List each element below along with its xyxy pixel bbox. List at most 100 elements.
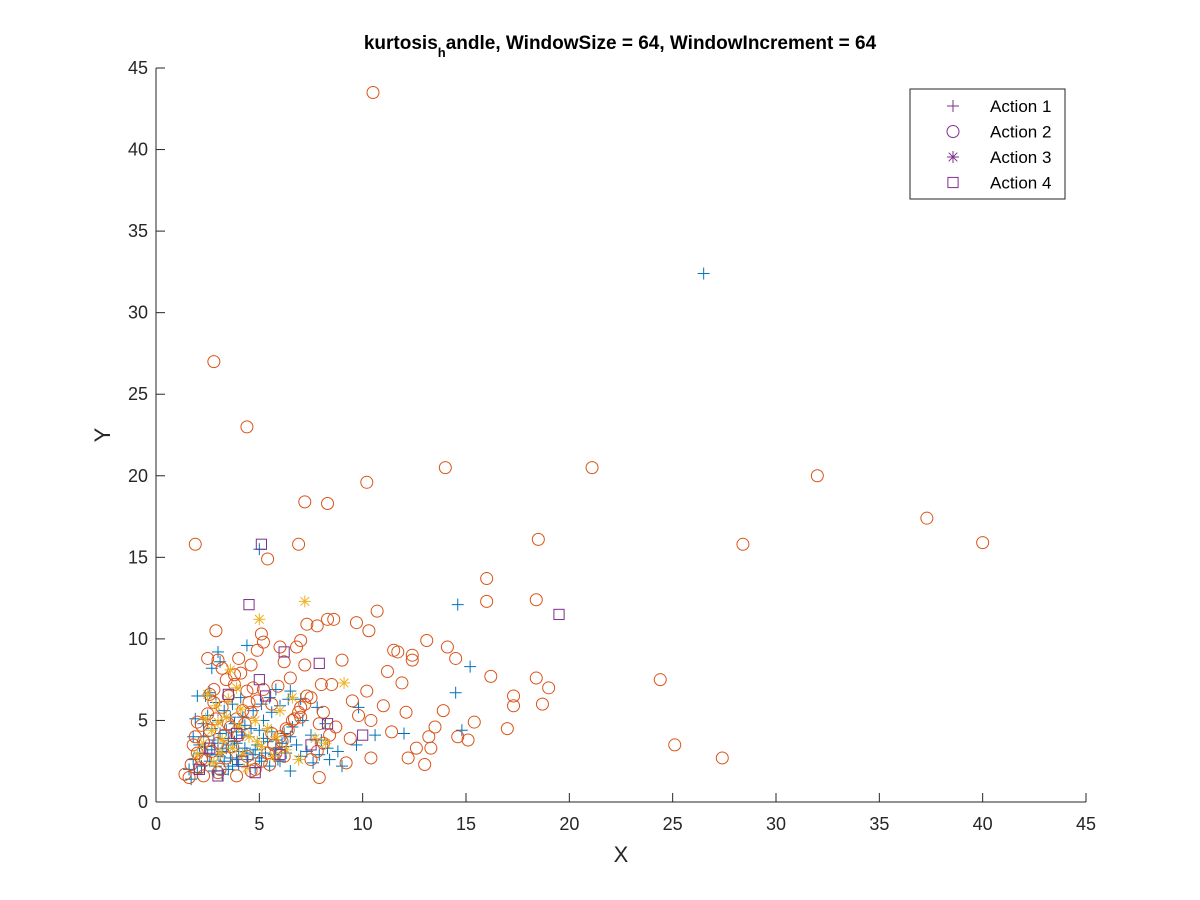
data-point <box>232 651 246 665</box>
data-point <box>920 511 934 525</box>
data-point <box>265 697 279 711</box>
x-tick-label: 20 <box>559 814 579 834</box>
data-point <box>205 724 218 737</box>
data-point <box>217 728 231 742</box>
data-point <box>292 705 306 719</box>
data-point <box>279 722 293 736</box>
data-point <box>507 689 521 703</box>
data-point <box>440 640 454 654</box>
legend-entry-action-2: Action 2 <box>946 123 1051 142</box>
data-point <box>265 706 278 719</box>
data-point <box>242 696 256 710</box>
y-tick-label: 45 <box>128 58 148 78</box>
data-point <box>236 748 249 761</box>
data-point <box>274 749 286 761</box>
data-point <box>244 705 258 719</box>
data-point <box>194 718 208 732</box>
data-point <box>668 738 682 752</box>
data-point <box>436 704 450 718</box>
data-point <box>405 648 419 662</box>
x-tick-label: 30 <box>766 814 786 834</box>
data-point <box>345 694 359 708</box>
legend-label: Action 4 <box>990 174 1051 193</box>
y-tick-label: 5 <box>138 710 148 730</box>
data-point <box>319 737 332 750</box>
data-point <box>401 751 415 765</box>
data-point <box>357 729 369 741</box>
chart-title: kurtosishandle, WindowSize = 64, WindowI… <box>364 33 877 60</box>
data-point <box>449 686 462 699</box>
data-point <box>409 741 423 755</box>
data-point <box>300 617 314 631</box>
data-point <box>178 767 192 781</box>
series-action-4 <box>193 538 565 782</box>
x-tick-label: 35 <box>869 814 889 834</box>
data-point <box>216 734 229 747</box>
data-point <box>237 755 249 767</box>
data-point <box>418 757 432 771</box>
data-point <box>715 751 729 765</box>
data-point <box>212 770 224 782</box>
data-point <box>201 651 215 665</box>
data-point <box>261 722 274 735</box>
data-point <box>507 699 521 713</box>
x-tick-label: 40 <box>973 814 993 834</box>
series-action-3 <box>191 595 351 774</box>
data-point <box>553 608 565 621</box>
data-point <box>810 469 824 483</box>
data-point <box>405 653 419 667</box>
x-tick-label: 10 <box>353 814 373 834</box>
data-point <box>451 598 464 611</box>
data-point <box>209 624 223 638</box>
data-point <box>254 754 268 768</box>
data-point <box>189 712 202 725</box>
data-point <box>976 536 990 550</box>
square-marker-icon <box>947 176 959 189</box>
y-tick-label: 30 <box>128 303 148 323</box>
data-point <box>313 657 325 669</box>
data-point <box>585 461 599 475</box>
data-point <box>395 676 409 690</box>
data-point <box>364 713 378 727</box>
data-point <box>428 720 442 734</box>
x-tick-label: 15 <box>456 814 476 834</box>
data-point <box>294 750 307 763</box>
legend-entry-action-1: Action 1 <box>947 97 1051 116</box>
data-point <box>250 643 264 657</box>
data-point <box>194 753 208 767</box>
data-point <box>292 537 306 551</box>
data-point <box>207 355 221 369</box>
data-point <box>216 768 229 781</box>
y-tick-label: 15 <box>128 547 148 567</box>
data-point <box>298 697 312 711</box>
data-point <box>230 681 243 694</box>
data-point <box>298 495 312 509</box>
legend-box <box>909 88 1066 200</box>
data-point <box>284 765 297 778</box>
data-point <box>253 674 265 686</box>
data-point <box>287 712 301 726</box>
data-point <box>255 538 267 550</box>
data-point <box>256 635 270 649</box>
legend-entry-action-3: Action 3 <box>947 148 1051 167</box>
x-axis-label: X <box>614 842 629 867</box>
data-point <box>529 671 543 685</box>
data-point <box>542 681 556 695</box>
data-point <box>263 691 276 704</box>
data-point <box>424 741 438 755</box>
data-point <box>277 655 291 669</box>
data-point <box>321 718 334 730</box>
data-point <box>321 497 335 511</box>
data-point <box>232 720 245 733</box>
data-point <box>480 572 494 586</box>
data-point <box>286 691 299 704</box>
legend-label: Action 1 <box>990 97 1051 116</box>
data-point <box>234 703 247 716</box>
y-tick-label: 40 <box>128 140 148 160</box>
data-point <box>464 660 477 673</box>
data-point <box>231 727 243 740</box>
data-point <box>336 760 348 773</box>
data-point <box>212 716 224 729</box>
data-point <box>236 704 250 718</box>
data-point <box>188 730 202 744</box>
